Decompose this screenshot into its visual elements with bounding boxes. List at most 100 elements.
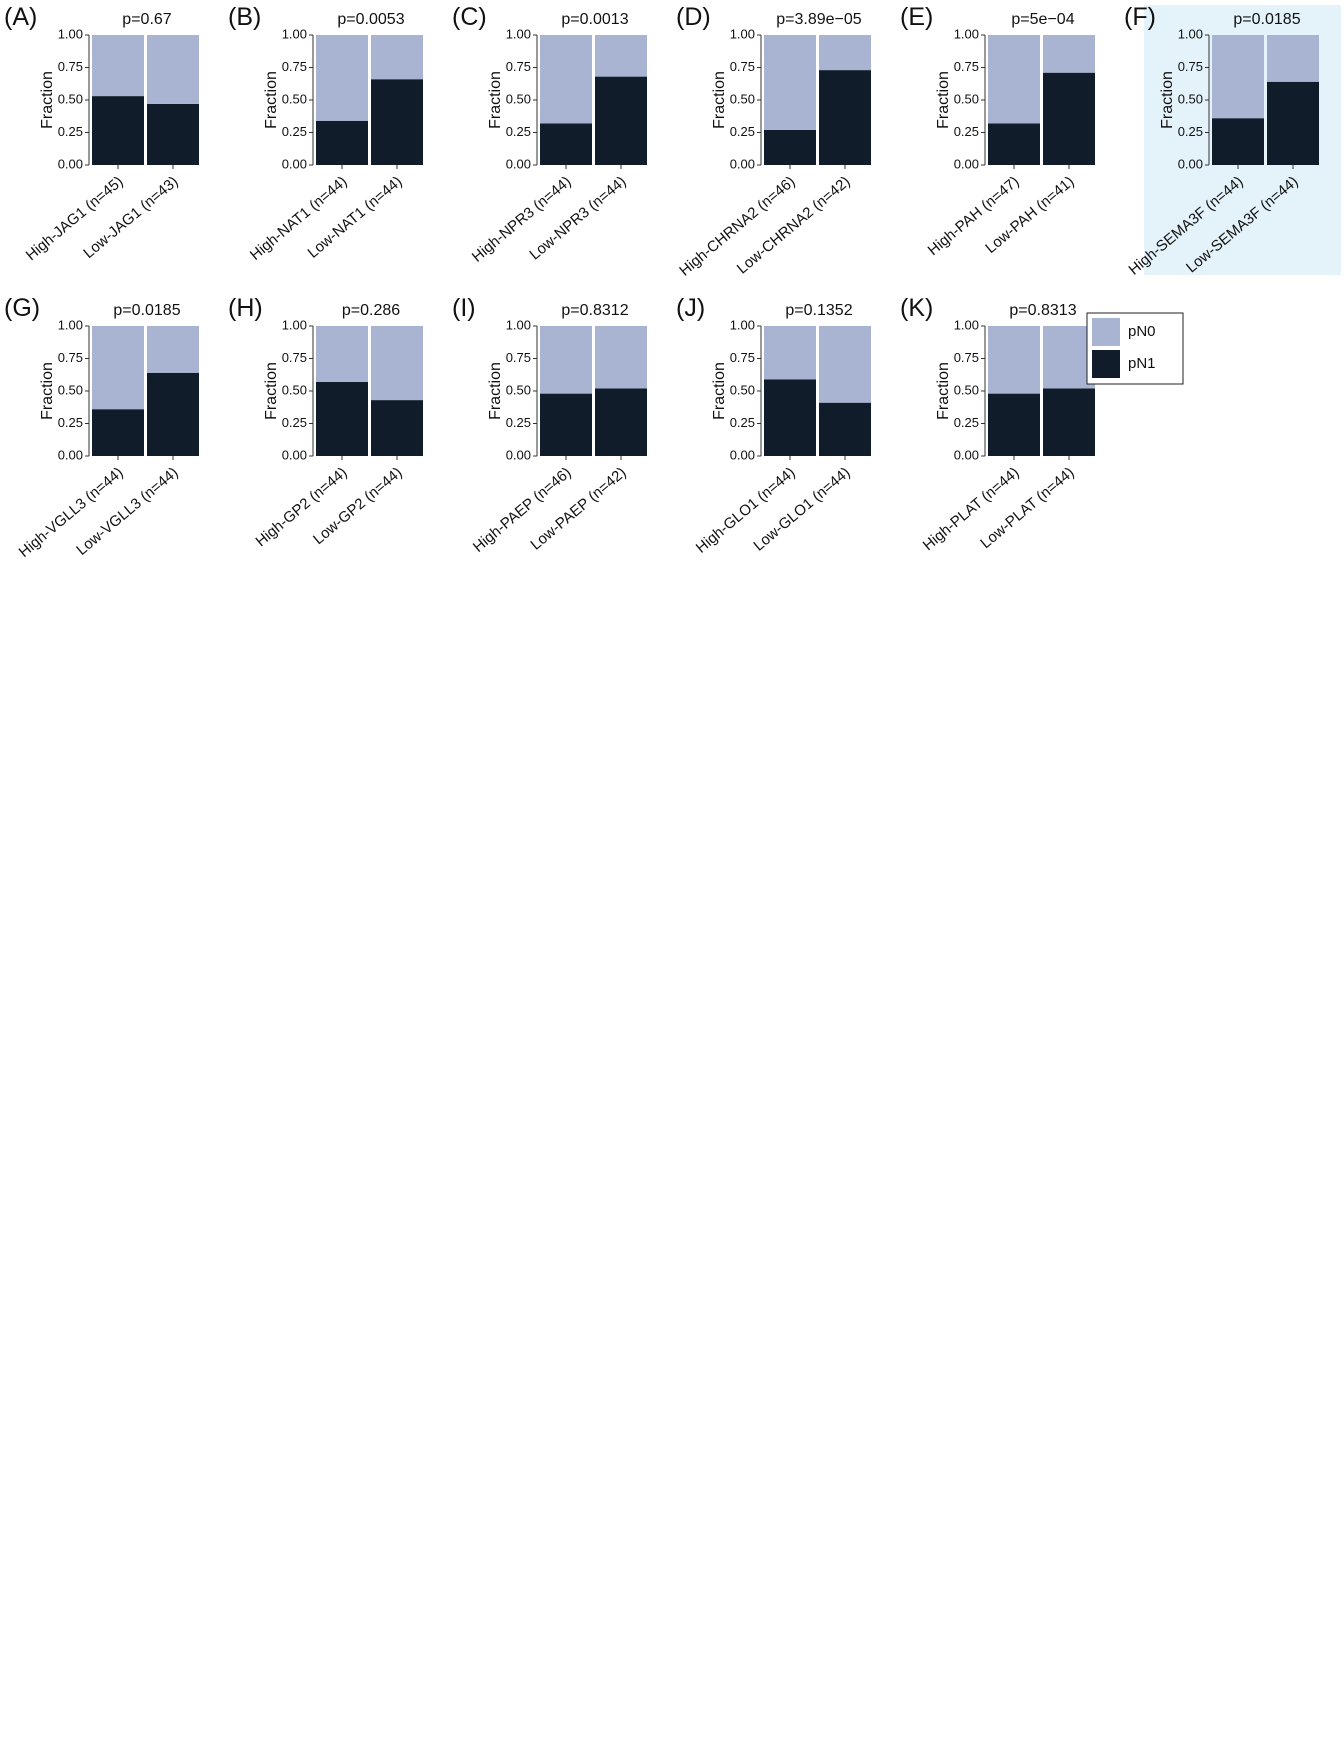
legend: pN0 pN1 xyxy=(1086,312,1184,385)
y-tick-label: 0.75 xyxy=(954,350,979,365)
panel-label: (B) xyxy=(228,3,261,31)
bar-pn0-low-plat-n-44 xyxy=(1043,326,1095,389)
panel-label: (H) xyxy=(228,294,263,322)
y-tick-label: 0.75 xyxy=(954,59,979,74)
bar-pn1-high-paep-n-46 xyxy=(540,393,592,456)
chart-panel-k: (K) p=0.8313 Fraction 0.00 0.25 0.50 0.75 1.00 H… xyxy=(900,294,1095,554)
bar-pn1-high-npr3-n-44 xyxy=(540,123,592,165)
bar-pn1-low-vgll3-n-44 xyxy=(147,372,199,456)
chart-panel-b: (B) p=0.0053 Fraction 0.00 0.25 0.50 0.75 1.00 H… xyxy=(228,3,423,264)
y-tick-label: 0.75 xyxy=(730,59,755,74)
x-tick-label: High-VGLL3 (n=44) xyxy=(16,464,127,561)
y-tick-label: 1.00 xyxy=(954,317,979,332)
bar-pn1-high-nat1-n-44 xyxy=(316,120,368,165)
chart-title: p=0.0185 xyxy=(1233,11,1300,28)
bar-pn1-high-gp2-n-44 xyxy=(316,381,368,456)
bar-pn0-high-glo1-n-44 xyxy=(764,326,816,380)
y-tick-label: 0.00 xyxy=(730,447,755,462)
panel-label: (G) xyxy=(4,294,40,322)
y-tick-label: 0.50 xyxy=(730,382,755,397)
chart-panel-f: (F) p=0.0185Fraction0.000.250.500.751.00H… xyxy=(1124,3,1341,279)
x-tick-label: Low-JAG1 (n=43) xyxy=(80,173,181,262)
y-axis-label: Fraction xyxy=(39,362,56,420)
chart-title: p=0.67 xyxy=(122,11,171,28)
x-tick-label: High-PAH (n=47) xyxy=(925,173,1023,259)
bar-pn0-high-vgll3-n-44 xyxy=(92,326,144,410)
y-tick-label: 0.50 xyxy=(954,382,979,397)
x-tick-label: Low-NAT1 (n=44) xyxy=(304,173,405,262)
bar-pn1-high-vgll3-n-44 xyxy=(92,409,144,456)
bar-pn1-high-plat-n-44 xyxy=(988,393,1040,456)
x-tick-label: High-JAG1 (n=45) xyxy=(23,173,127,264)
bar-pn1-low-chrna2-n-42 xyxy=(819,70,871,165)
chart-title: p=0.8313 xyxy=(1009,302,1076,319)
chart-panel-h: (H) p=0.286 Fraction 0.00 0.25 0.50 0.75 1.00 Hi… xyxy=(228,294,423,550)
y-tick-label: 1.00 xyxy=(954,26,979,41)
y-axis-label: Fraction xyxy=(263,362,280,420)
y-tick-label: 0.00 xyxy=(954,156,979,171)
x-tick-label: Low-VGLL3 (n=44) xyxy=(73,464,181,559)
bar-pn0-high-paep-n-46 xyxy=(540,326,592,394)
bar-pn0-high-jag1-n-45 xyxy=(92,35,144,97)
chart-title: p=5e−04 xyxy=(1011,11,1074,28)
y-tick-label: 0.75 xyxy=(282,59,307,74)
bar-pn0-high-nat1-n-44 xyxy=(316,35,368,121)
y-tick-label: 1.00 xyxy=(58,26,83,41)
bar-pn0-low-nat1-n-44 xyxy=(371,35,423,80)
panel-label: (J) xyxy=(676,294,705,322)
y-tick-label: 0.00 xyxy=(730,156,755,171)
y-tick-label: 0.00 xyxy=(506,156,531,171)
bar-pn1-high-jag1-n-45 xyxy=(92,96,144,165)
y-tick-label: 0.75 xyxy=(730,350,755,365)
panel-label: (E) xyxy=(900,3,933,31)
chart-panel-i: (I) p=0.8312 Fraction 0.00 0.25 0.50 0.75 1.00 H… xyxy=(452,294,647,556)
bar-pn0-low-paep-n-42 xyxy=(595,326,647,389)
legend-swatch-pn1 xyxy=(1092,350,1120,378)
y-tick-label: 0.00 xyxy=(506,447,531,462)
chart-panel-d: (D) p=3.89e−05 Fraction 0.00 0.25 0.50 0.75 1.0… xyxy=(676,3,871,280)
bar-pn1-low-paep-n-42 xyxy=(595,388,647,456)
y-tick-label: 1.00 xyxy=(506,26,531,41)
y-tick-label: 0.50 xyxy=(282,91,307,106)
y-tick-label: 1.00 xyxy=(58,317,83,332)
y-tick-label: 0.25 xyxy=(282,415,307,430)
x-tick-label: High-PLAT (n=44) xyxy=(920,464,1023,554)
x-tick-label: High-GP2 (n=44) xyxy=(252,464,350,550)
bar-pn1-high-sema3f-n-44 xyxy=(1212,118,1264,165)
chart-title: p=0.0053 xyxy=(337,11,404,28)
y-tick-label: 0.25 xyxy=(506,415,531,430)
bar-pn0-low-npr3-n-44 xyxy=(595,35,647,77)
chart-title: p=0.0185 xyxy=(113,302,180,319)
y-tick-label: 0.50 xyxy=(1178,91,1203,106)
x-tick-label: High-NAT1 (n=44) xyxy=(247,173,351,264)
y-tick-label: 0.50 xyxy=(954,91,979,106)
bar-pn0-low-chrna2-n-42 xyxy=(819,35,871,71)
y-tick-label: 0.25 xyxy=(506,124,531,139)
panel-label: (F) xyxy=(1124,3,1156,31)
y-axis-label: Fraction xyxy=(487,362,504,420)
chart-title: p=0.8312 xyxy=(561,302,628,319)
y-axis-label: Fraction xyxy=(711,362,728,420)
bar-pn1-high-glo1-n-44 xyxy=(764,379,816,456)
bar-pn1-low-plat-n-44 xyxy=(1043,388,1095,456)
legend-swatch-pn0 xyxy=(1092,318,1120,346)
y-tick-label: 0.50 xyxy=(506,91,531,106)
bar-pn1-high-pah-n-47 xyxy=(988,123,1040,165)
bar-pn0-low-jag1-n-43 xyxy=(147,35,199,104)
bar-pn0-high-pah-n-47 xyxy=(988,35,1040,124)
y-tick-label: 1.00 xyxy=(282,26,307,41)
x-tick-label: Low-PAEP (n=42) xyxy=(527,464,629,554)
chart-panel-c: (C) p=0.0013 Fraction 0.00 0.25 0.50 0.75 1.00 H… xyxy=(452,3,647,266)
y-tick-label: 0.00 xyxy=(954,447,979,462)
panel-label: (A) xyxy=(4,3,37,31)
y-axis-label: Fraction xyxy=(487,71,504,129)
panel-label: (K) xyxy=(900,294,933,322)
bar-pn1-low-jag1-n-43 xyxy=(147,103,199,165)
bar-pn0-high-plat-n-44 xyxy=(988,326,1040,394)
bar-pn0-high-gp2-n-44 xyxy=(316,326,368,382)
y-tick-label: 1.00 xyxy=(730,317,755,332)
panel-label: (D) xyxy=(676,3,711,31)
y-axis-label: Fraction xyxy=(39,71,56,129)
x-tick-label: High-GLO1 (n=44) xyxy=(693,464,799,557)
